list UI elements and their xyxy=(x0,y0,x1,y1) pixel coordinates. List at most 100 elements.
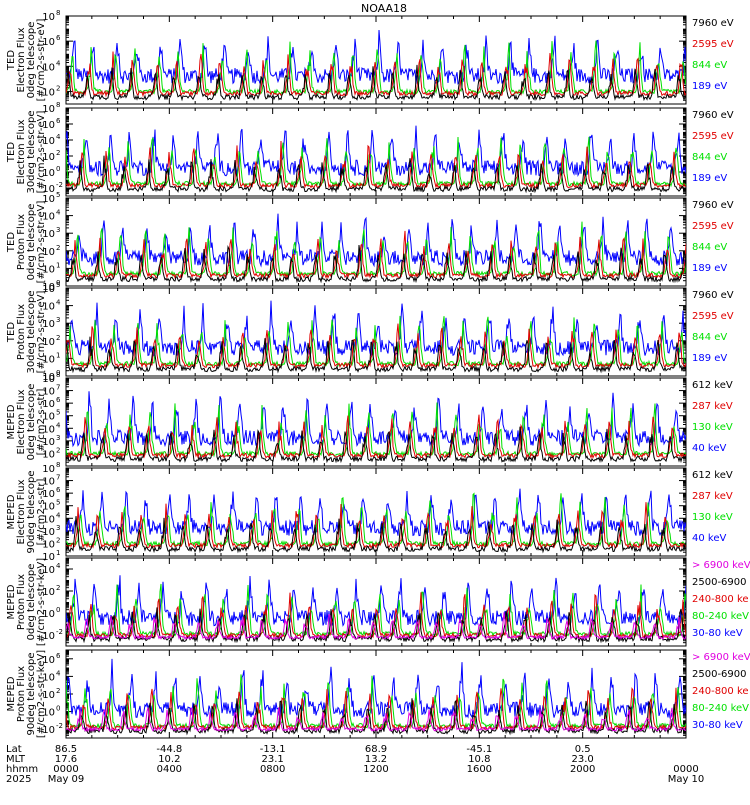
y-axis-label-line: 90deg telescope xyxy=(26,652,37,735)
y-tick-exponent: 3 xyxy=(56,316,60,324)
y-tick-exponent: -2 xyxy=(56,181,63,189)
x-tick-label-hhmm: 0400 xyxy=(157,764,182,775)
x-tick-label-hhmm: 0000 xyxy=(673,764,698,775)
y-tick-label: 10 xyxy=(42,152,55,163)
legend-entry: 40 keV xyxy=(692,533,726,544)
legend-entry: 80-240 keV xyxy=(692,611,749,622)
y-tick-label: 10 xyxy=(42,552,55,563)
y-tick-label: 10 xyxy=(42,12,55,23)
y-tick-exponent: 8 xyxy=(56,461,60,469)
y-tick-exponent: 0 xyxy=(56,705,60,713)
y-axis-label-line: Proton Flux xyxy=(16,574,27,630)
y-tick-label: 10 xyxy=(42,609,55,620)
x-tick-label-date: May 10 xyxy=(668,774,705,785)
y-axis-label-line: [#/cm2-s-str-keV] xyxy=(36,558,47,646)
series-group xyxy=(66,488,686,554)
series-line-5-3 xyxy=(66,414,686,460)
series-line-8-1 xyxy=(66,658,686,719)
legend-entry: 130 keV xyxy=(692,422,733,433)
legend-entry: 844 eV xyxy=(692,242,727,253)
y-axis-label-line: Electron Flux xyxy=(16,479,27,544)
x-row-label: MLT xyxy=(6,754,26,765)
x-tick-label-mlt: 13.2 xyxy=(365,754,387,765)
y-tick-exponent: 2 xyxy=(56,687,60,695)
x-tick-label-date: May 09 xyxy=(48,774,85,785)
x-tick-label-hhmm: 0800 xyxy=(260,764,285,775)
y-axis-label-line: 0deg telescope xyxy=(26,384,37,461)
y-tick-label: 10 xyxy=(42,372,55,383)
legend-entry: > 6900 keV xyxy=(692,560,750,571)
y-axis-label-line: Electron Flux xyxy=(16,27,27,92)
y-tick-label: 10 xyxy=(42,319,55,330)
series-line-1-2 xyxy=(66,40,686,96)
y-axis-label-line: 90deg telescope xyxy=(26,470,37,553)
y-tick-label: 10 xyxy=(42,464,55,475)
legend-entry: 2595 eV xyxy=(692,39,734,50)
y-tick-exponent: 0 xyxy=(56,165,60,173)
y-tick-label: 10 xyxy=(42,514,55,525)
series-line-1-3 xyxy=(66,51,686,98)
y-tick-exponent: 8 xyxy=(56,9,60,17)
x-tick-label-lat: 86.5 xyxy=(55,744,77,755)
series-group xyxy=(66,29,686,102)
y-tick-exponent: 8 xyxy=(56,101,60,109)
y-tick-label: 10 xyxy=(42,399,55,410)
y-tick-label: 10 xyxy=(42,424,55,435)
y-tick-label: 10 xyxy=(42,284,55,295)
series-line-6-2 xyxy=(66,492,686,548)
y-tick-label: 10 xyxy=(42,708,55,719)
y-axis-label-line: MEPED xyxy=(6,404,17,439)
y-axis-label-line: TED xyxy=(6,142,17,163)
y-tick-exponent: 2 xyxy=(56,446,60,454)
y-tick-label: 10 xyxy=(42,264,55,275)
y-tick-exponent: 3 xyxy=(56,226,60,234)
legend-entry: 189 eV xyxy=(692,353,727,364)
x-tick-label-hhmm: 2000 xyxy=(570,764,595,775)
x-tick-label-mlt: 23.0 xyxy=(572,754,594,765)
y-axis-label-line: [#/cm2-s-str-keV] xyxy=(36,650,47,738)
series-line-8-3 xyxy=(66,687,686,732)
y-tick-exponent: 2 xyxy=(56,536,60,544)
y-tick-exponent: 6 xyxy=(56,396,61,404)
y-axis-label-line: Electron Flux xyxy=(16,389,27,454)
legend-entry: 2500-6900 xyxy=(692,669,747,680)
legend-entry: 7960 eV xyxy=(692,200,734,211)
y-tick-exponent: 3 xyxy=(56,524,60,532)
y-tick-exponent: 0 xyxy=(56,279,60,287)
y-tick-exponent: 7 xyxy=(56,384,60,392)
y-tick-label: 10 xyxy=(42,565,55,576)
y-tick-label: 10 xyxy=(42,136,55,147)
series-group xyxy=(66,575,686,644)
series-line-8-4 xyxy=(66,698,686,736)
y-tick-exponent: 3 xyxy=(56,434,60,442)
y-tick-label: 10 xyxy=(42,282,55,293)
y-axis-label-line: [#/cm2-s-str-eV] xyxy=(36,19,47,102)
y-tick-exponent: 2 xyxy=(56,149,60,157)
series-group xyxy=(66,300,686,374)
series-group xyxy=(66,391,686,464)
x-tick-label-lat: -44.8 xyxy=(156,744,182,755)
legend-entry: 240-800 ke xyxy=(692,686,749,697)
y-axis-label-line: TED xyxy=(6,322,17,343)
y-tick-label: 10 xyxy=(42,354,55,365)
y-tick-exponent: 4 xyxy=(56,59,61,67)
y-tick-exponent: 5 xyxy=(56,191,60,199)
y-tick-exponent: 4 xyxy=(56,669,61,677)
y-axis-label-line: MEPED xyxy=(6,494,17,529)
legend-entry: 130 keV xyxy=(692,512,733,523)
y-tick-label: 10 xyxy=(42,690,55,701)
x-row-label: Lat xyxy=(6,744,22,755)
y-tick-label: 10 xyxy=(42,62,55,73)
legend-entry: 2595 eV xyxy=(692,131,734,142)
legend-entry: 844 eV xyxy=(692,152,727,163)
y-tick-label: 10 xyxy=(42,449,55,460)
legend-entry: 612 keV xyxy=(692,470,733,481)
y-axis-label-line: 30deg telescope xyxy=(26,110,37,193)
y-tick-label: 10 xyxy=(42,539,55,550)
legend-entry: 2595 eV xyxy=(692,221,734,232)
y-tick-exponent: 4 xyxy=(56,209,61,217)
